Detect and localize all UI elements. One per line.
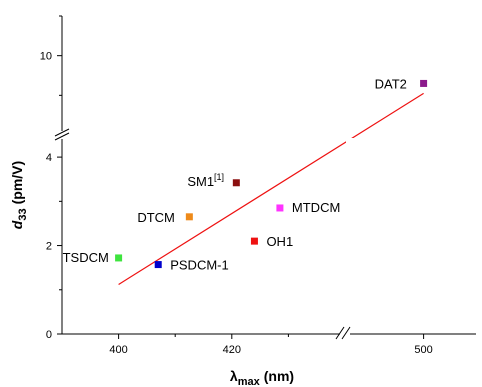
x-tick-label: 420 — [223, 344, 241, 356]
y-tick-label: 10 — [40, 51, 52, 63]
data-point-mtdcm — [276, 204, 284, 212]
point-label-tsdcm: TSDCM — [63, 250, 109, 265]
y-tick-label: 2 — [46, 241, 52, 253]
x-break-mark — [335, 326, 345, 340]
y-break-mark — [54, 132, 70, 141]
point-label-oh1: OH1 — [266, 234, 293, 249]
x-axis-title: λmax (nm) — [230, 368, 294, 387]
y-tick-label: 0 — [46, 329, 52, 341]
data-point-dat2 — [420, 79, 428, 87]
point-label-sm1: SM1[1] — [187, 172, 224, 189]
y-axis-title: d33(pm/V) — [9, 161, 29, 229]
data-point-dtcm — [185, 213, 193, 221]
fit-line-group — [118, 92, 424, 285]
data-point-oh1 — [250, 237, 258, 245]
data-point-tsdcm — [115, 254, 123, 262]
point-labels: TSDCM PSDCM-1 DTCM SM1[1] MTDCM OH1 DAT2 — [63, 76, 407, 272]
point-label-psdcm-1: PSDCM-1 — [170, 258, 229, 273]
data-point-sm1 — [232, 179, 240, 187]
axis-ticks: 400 420 500 0 2 4 10 — [40, 15, 433, 356]
point-label-mtdcm: MTDCM — [292, 200, 340, 215]
point-label-dat2: DAT2 — [375, 76, 407, 91]
y-break-gap — [56, 131, 68, 139]
y-break-mark — [54, 128, 70, 137]
x-tick-label: 500 — [414, 344, 432, 356]
axis-breaks — [54, 128, 351, 340]
data-point-psdcm-1 — [154, 261, 162, 269]
data-points — [115, 79, 428, 269]
y-tick-label: 4 — [46, 152, 52, 164]
x-break-mark — [341, 326, 351, 340]
point-label-dtcm: DTCM — [137, 210, 175, 225]
x-tick-label: 400 — [109, 344, 127, 356]
plot-frame — [61, 16, 476, 335]
fit-line-gap — [346, 138, 354, 148]
fit-line — [118, 92, 424, 285]
